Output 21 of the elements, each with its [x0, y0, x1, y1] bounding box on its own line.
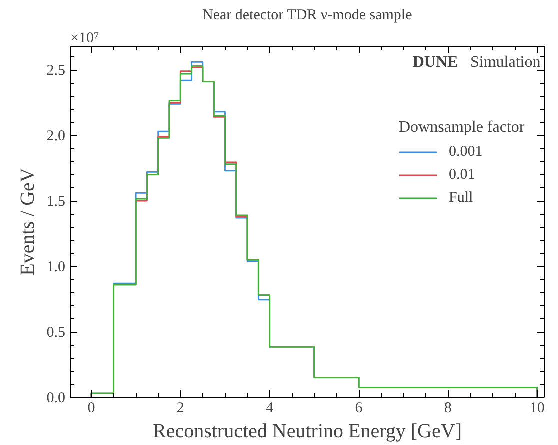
y-tick-label: 2.5 [46, 63, 66, 80]
y-tick-label: 2.0 [46, 128, 66, 145]
y-tick-label: 0.0 [46, 390, 66, 406]
y-tick-label: 1.5 [46, 194, 66, 210]
legend-label: 0.01 [449, 166, 476, 184]
y-tick-label: 1.0 [46, 260, 66, 276]
x-tick-label: 4 [266, 400, 274, 416]
text: ×10⁷ [70, 30, 100, 46]
x-tick-label: 2 [176, 400, 184, 416]
x-tick-label: 8 [444, 400, 452, 416]
annotation: DUNE Simulation [412, 54, 541, 72]
x-axis-title: Reconstructed Neutrino Energy [GeV] [153, 420, 462, 442]
y-axis-title: Events / GeV [16, 168, 39, 276]
legend-title: Downsample factor [399, 119, 525, 137]
x-tick-label: 10 [530, 400, 545, 416]
legend-label: Full [449, 190, 474, 206]
chart-title: Near detector TDR ν-mode sample [202, 8, 413, 24]
x-tick-label: 6 [355, 400, 364, 416]
y-tick-label: 0.5 [46, 325, 66, 342]
x-tick-label: 0 [88, 400, 96, 416]
legend-label: 0.001 [449, 144, 483, 160]
